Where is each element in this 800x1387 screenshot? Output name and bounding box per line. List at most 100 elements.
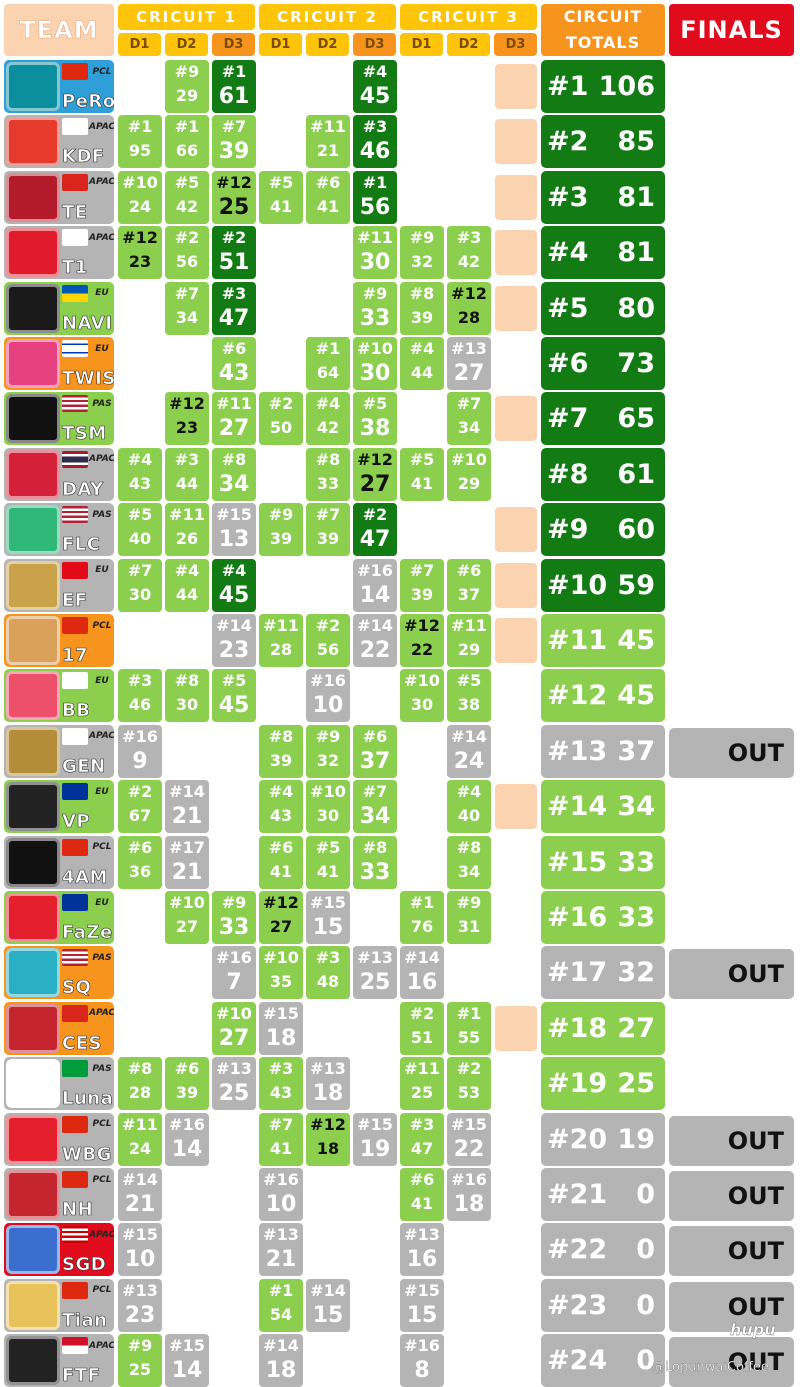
total-rank: #4 [547, 237, 589, 269]
day-result-cell: #13 23 [118, 1278, 162, 1332]
day-rank: #12 [451, 283, 487, 303]
team-logo-icon [6, 62, 60, 111]
day-rank: #7 [174, 283, 200, 303]
day-points: 43 [128, 473, 152, 493]
day-points: 8 [414, 1358, 430, 1384]
day-result-cell: #6 37 [353, 724, 397, 778]
team-name: FLC [62, 534, 101, 556]
total-points: 0 [636, 1345, 655, 1377]
day-points: 26 [175, 529, 199, 549]
country-flag-icon [62, 561, 88, 579]
day-result-cell: #8 28 [118, 1057, 162, 1111]
total-points: 61 [617, 458, 655, 490]
day-result-cell: #13 25 [353, 946, 397, 1000]
day-points: 36 [128, 861, 152, 881]
team-row: APAC T1 #12 23 #2 56 #2 51 #11 30 #9 32 #3 42 #4 81 [0, 226, 800, 280]
team-cell: PAS TSM [4, 392, 114, 446]
day-header: D1 [400, 33, 443, 56]
circuit-total-cell: #19 25 [541, 1057, 665, 1111]
day-points: 22 [453, 1136, 485, 1162]
team-name: BB [62, 700, 91, 722]
team-logo-icon [6, 1336, 60, 1386]
country-flag-icon [62, 340, 88, 357]
day-rank: #16 [216, 948, 252, 968]
day-result-cell: #10 27 [165, 891, 209, 944]
region-badge: PCL [92, 620, 112, 631]
team-cell: EU NAVI [4, 281, 114, 335]
day-points: 47 [359, 527, 391, 553]
country-flag-icon [62, 284, 88, 302]
day-result-cell: #5 41 [306, 835, 350, 889]
team-logo-icon [6, 449, 60, 499]
team-name: EF [62, 589, 88, 611]
total-points: 0 [636, 1179, 655, 1210]
day-result-cell: #15 14 [165, 1334, 209, 1387]
team-logo-icon [6, 782, 60, 832]
day-points: 25 [218, 1081, 250, 1107]
finals-status: OUT [669, 1115, 794, 1166]
day-rank: #2 [174, 228, 200, 248]
day-rank: #6 [127, 837, 153, 857]
day-rank: #3 [409, 1114, 435, 1134]
team-cell: PCL 4AM [4, 835, 114, 889]
team-row: EU FaZe #10 27 #9 33 #12 27 #15 15 #1 76 #9 31 #16 33 [0, 891, 800, 944]
day-points: 21 [265, 1247, 297, 1273]
day-points: 32 [410, 252, 434, 272]
team-cell: PCL PeRo [4, 60, 114, 113]
day-result-cell: #14 22 [353, 614, 397, 667]
region-badge: EU [95, 675, 109, 686]
total-points: 25 [617, 1068, 655, 1100]
region-badge: APAC [88, 1229, 114, 1240]
circuit-total-cell: #4 81 [541, 226, 665, 280]
team-cell: PAS SQ [4, 946, 114, 1000]
finals-status: OUT [669, 727, 794, 778]
team-name: Tian [62, 1309, 108, 1331]
team-logo-icon [6, 117, 60, 167]
day-rank: #13 [310, 1059, 346, 1079]
day-rank: #16 [263, 1170, 299, 1189]
empty-slot [495, 618, 537, 663]
day-rank: #9 [362, 283, 388, 303]
day-result-cell: #9 33 [353, 281, 397, 335]
day-rank: #8 [315, 449, 341, 469]
day-result-cell: #4 44 [400, 337, 444, 390]
day-result-cell: #2 67 [118, 780, 162, 834]
team-logo-icon [6, 1059, 60, 1109]
day-result-cell: #8 30 [165, 669, 209, 723]
day-points: 47 [410, 1138, 434, 1158]
circuit-total-cell: #11 45 [541, 614, 665, 667]
day-points: 38 [359, 416, 391, 442]
region-badge: PAS [92, 398, 112, 409]
team-name: 4AM [62, 866, 108, 888]
team-row: APAC CES #10 27 #15 18 #2 51 #1 55 #18 27 [0, 1001, 800, 1055]
day-result-cell: #2 56 [306, 614, 350, 667]
team-name: CES [62, 1032, 102, 1054]
day-points: 15 [406, 1302, 438, 1328]
day-rank: #7 [315, 505, 341, 525]
region-badge: PCL [92, 842, 112, 853]
day-points: 34 [359, 804, 391, 830]
day-points: 37 [359, 748, 391, 774]
total-points: 19 [617, 1123, 655, 1155]
team-logo-icon [6, 1114, 60, 1164]
day-points: 18 [265, 1025, 297, 1051]
day-rank: #2 [409, 1003, 435, 1023]
day-points: 44 [175, 473, 199, 493]
team-logo-icon [6, 560, 60, 610]
day-points: 23 [218, 638, 250, 663]
day-points: 24 [128, 1138, 152, 1158]
day-rank: #2 [315, 616, 341, 635]
circuit-total-cell: #15 33 [541, 835, 665, 889]
day-result-cell: #12 23 [118, 226, 162, 280]
circuit-total-cell: #18 27 [541, 1001, 665, 1055]
day-result-cell: #1 61 [212, 60, 256, 113]
circuit-1-header: CRICUIT 1 [118, 4, 255, 30]
day-rank: #14 [357, 616, 393, 635]
day-result-cell: #15 10 [118, 1223, 162, 1277]
team-logo-icon [6, 671, 60, 721]
country-flag-icon [62, 173, 88, 191]
team-row: APAC FTF #9 25 #15 14 #14 18 #16 8 #24 0 OUT [0, 1334, 800, 1387]
day-result-cell: #3 46 [353, 115, 397, 169]
team-row: APAC GEN #16 9 #8 39 #9 32 #6 37 #14 24 #13 37 OUT [0, 724, 800, 778]
day-rank: #10 [216, 1003, 252, 1023]
